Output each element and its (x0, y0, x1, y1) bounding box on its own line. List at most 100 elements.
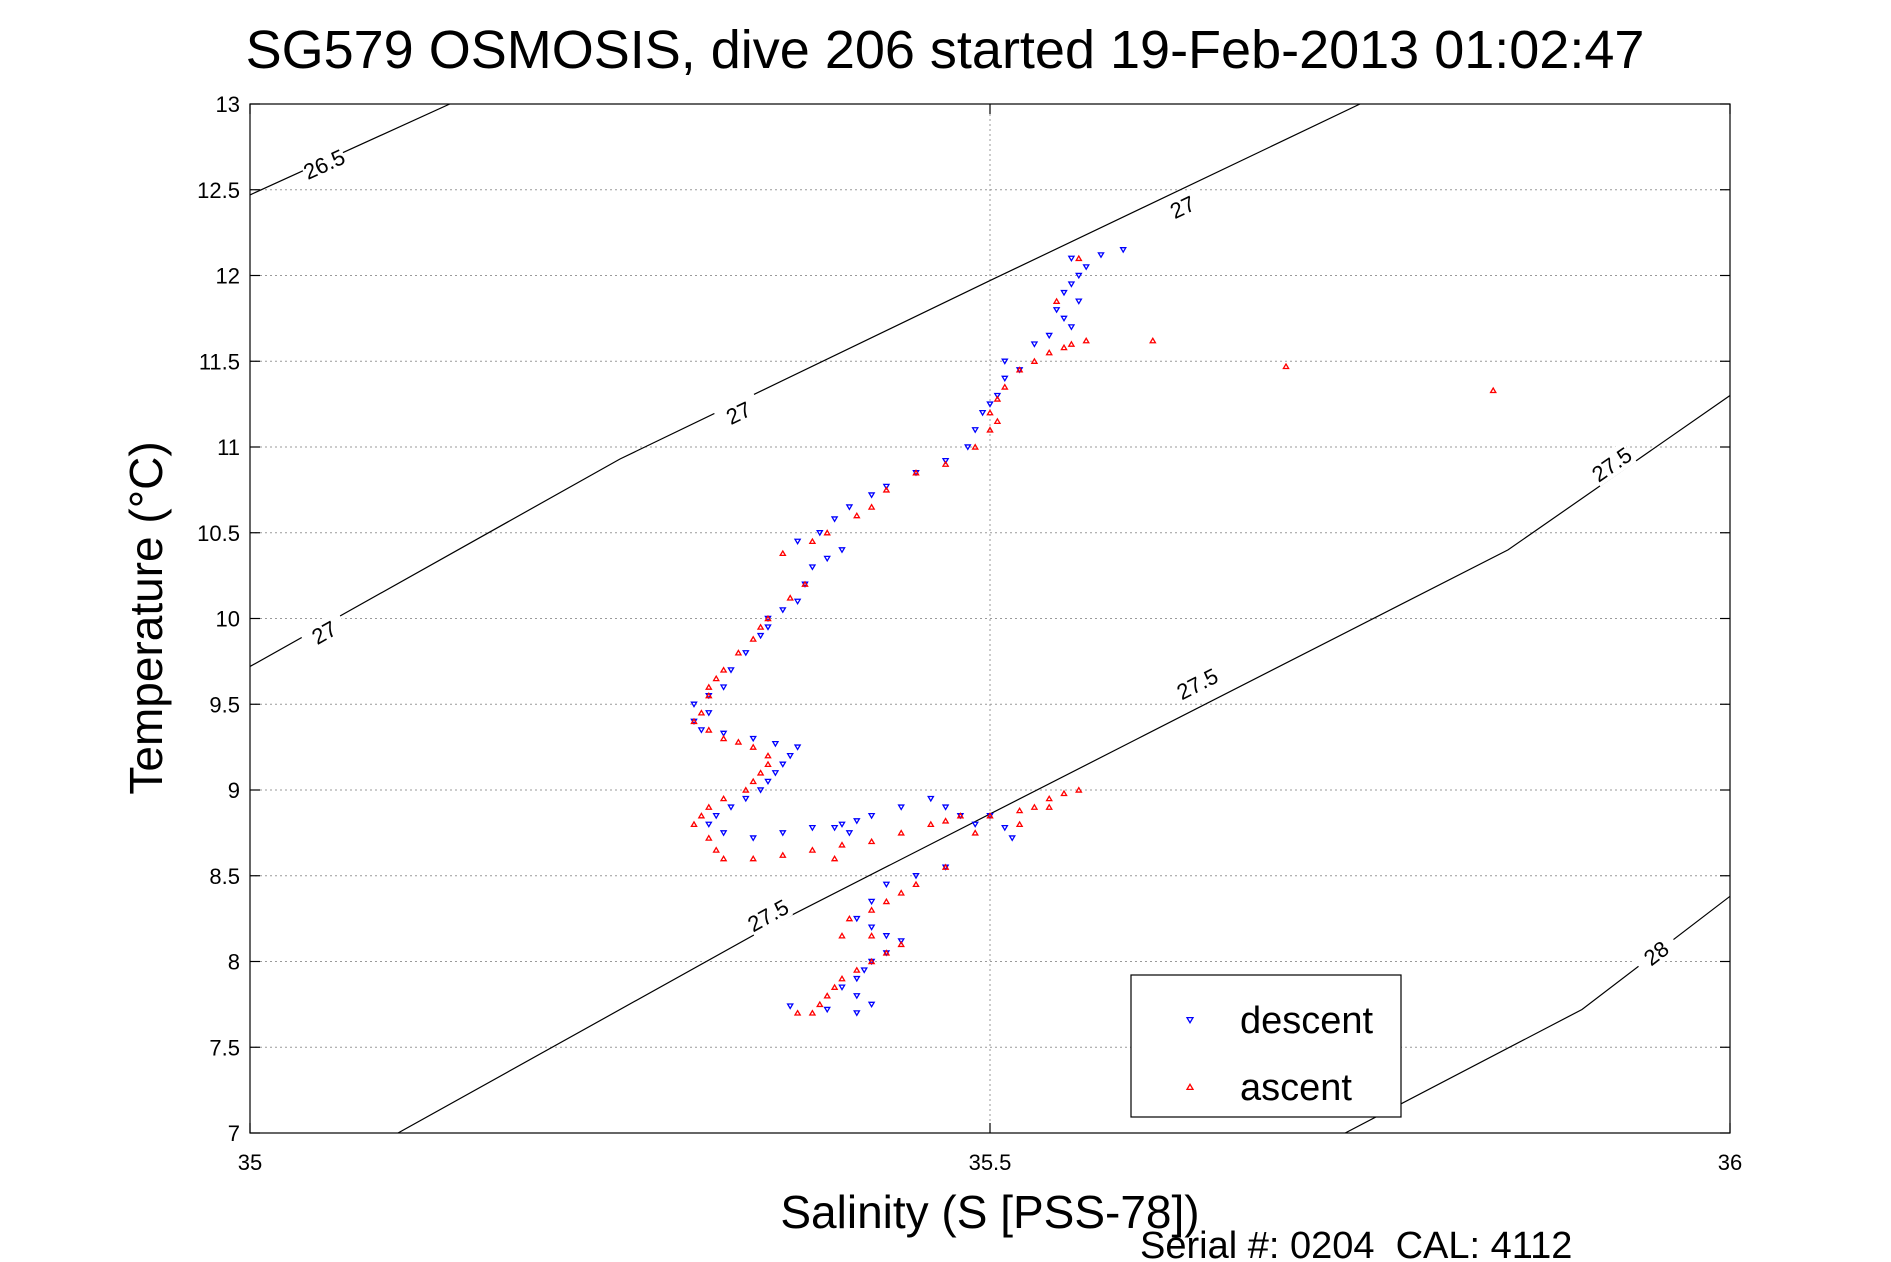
ascent-point (941, 460, 950, 467)
ascent-point (793, 1009, 802, 1016)
ascent-point (823, 529, 831, 536)
descent-point (1075, 272, 1083, 280)
descent-point (756, 787, 765, 794)
descent-point (971, 821, 979, 828)
ascent-point (867, 503, 876, 510)
descent-point (690, 701, 698, 708)
ascent-point (734, 738, 743, 745)
ascent-point (941, 817, 950, 824)
descent-point (793, 598, 802, 605)
contour-label-bg (742, 894, 794, 937)
ascent-point (705, 692, 713, 699)
ascent-point (1001, 383, 1009, 390)
ascent-point (845, 915, 854, 922)
legend-box (1130, 974, 1402, 1118)
series-ascent (690, 254, 1497, 1016)
contour-label-bg (299, 143, 349, 185)
ascent-point (838, 975, 846, 982)
ascent-point (867, 906, 876, 913)
contour-label-bg (1172, 662, 1223, 705)
descent-point (882, 483, 891, 491)
ascent-point (912, 469, 920, 476)
descent-point (1067, 281, 1076, 288)
descent-point (1030, 341, 1039, 348)
ascent-point (1075, 786, 1083, 793)
descent-point (749, 735, 757, 743)
ascent-point (764, 760, 772, 768)
y-tick-label: 11.5 (199, 349, 240, 374)
ascent-point (1045, 349, 1053, 356)
ascent-point (867, 957, 876, 965)
ascent-point (897, 829, 905, 836)
descent-point (1045, 332, 1053, 340)
ascent-point (897, 889, 905, 896)
y-tick-label: 10 (216, 607, 240, 632)
ascent-point (764, 752, 772, 759)
isopycnal-27-5 (397, 395, 1730, 1133)
descent-point (1067, 324, 1076, 331)
descent-point (830, 516, 839, 523)
ascent-point (971, 443, 979, 450)
descent-point (786, 752, 794, 760)
descent-point (1001, 825, 1009, 832)
descent-point (867, 812, 876, 820)
descent-point (779, 830, 787, 837)
ascent-point (1052, 297, 1061, 304)
data-series (690, 247, 1497, 1017)
y-tick-label: 8.5 (209, 864, 240, 889)
descent-point (845, 830, 854, 837)
descent-point (927, 795, 935, 803)
ascent-point (719, 666, 728, 673)
descent-point (771, 740, 780, 748)
ascent-point (786, 594, 794, 601)
series-descent (690, 247, 1127, 1017)
descent-point (993, 392, 1002, 400)
ascent-point (749, 743, 757, 750)
y-tick-label: 8 (228, 950, 240, 975)
y-tick-label: 11 (217, 435, 240, 460)
descent-point (1097, 252, 1105, 259)
ascent-point (705, 803, 713, 810)
descent-point (971, 427, 979, 434)
ascent-point (734, 649, 743, 656)
descent-point (816, 530, 824, 537)
ascent-point (719, 794, 728, 802)
ascent-point (1082, 337, 1090, 344)
ascent-point (690, 717, 698, 725)
y-tick-label: 12 (216, 264, 240, 289)
descent-point (853, 1010, 861, 1017)
y-tick-label: 7 (228, 1121, 240, 1146)
descent-point (867, 898, 876, 906)
ascent-point (808, 1009, 817, 1016)
ascent-point (749, 635, 757, 642)
descent-point (1075, 298, 1083, 305)
y-tick-label: 13 (216, 92, 240, 117)
contour-label-bg (298, 610, 350, 654)
ascent-point (912, 880, 920, 888)
descent-point (853, 975, 861, 983)
descent-point (742, 650, 750, 657)
descent-point (1001, 375, 1009, 383)
descent-point (808, 564, 817, 571)
descent-point (941, 457, 950, 465)
x-tick-label: 35.5 (969, 1150, 1012, 1175)
ascent-point (1075, 254, 1083, 262)
descent-point (897, 804, 905, 811)
descent-point (867, 924, 876, 931)
ascent-point (705, 726, 713, 733)
y-tick-label: 9.5 (209, 692, 240, 717)
descent-point (941, 804, 950, 811)
contour-label: 27.5 (1587, 442, 1636, 487)
ascent-point (941, 863, 950, 870)
ascent-point (719, 734, 728, 742)
ascent-point (705, 683, 713, 690)
ascent-point (1045, 803, 1053, 810)
y-tick-label: 9 (228, 778, 240, 803)
ascent-point (1015, 806, 1024, 814)
y-tick-label: 12.5 (197, 178, 240, 203)
descent-point (830, 825, 839, 832)
descent-point (838, 821, 846, 828)
descent-point (1060, 315, 1068, 322)
descent-point (1060, 289, 1068, 297)
